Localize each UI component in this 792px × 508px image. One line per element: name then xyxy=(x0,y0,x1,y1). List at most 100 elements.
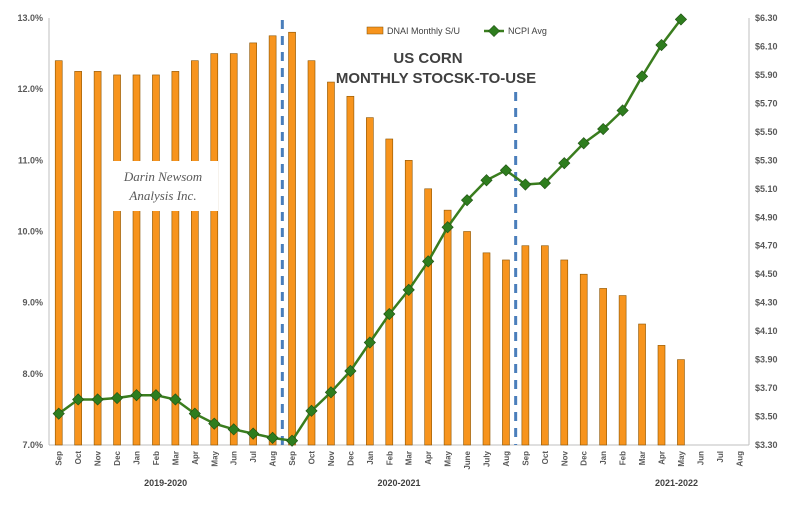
bar xyxy=(152,74,160,446)
x-tick-label: Jul xyxy=(249,451,258,463)
y-left-tick-label: 12.0% xyxy=(17,84,43,94)
ncpi-point xyxy=(110,391,124,405)
y-right-tick-label: $6.10 xyxy=(755,41,778,51)
bar xyxy=(132,74,141,446)
bar xyxy=(366,117,374,446)
ncpi-point xyxy=(52,407,65,420)
ncpi-point xyxy=(72,393,85,406)
bar xyxy=(541,245,549,446)
bar xyxy=(560,259,569,446)
bar xyxy=(482,252,491,446)
x-tick-label: Mar xyxy=(171,451,180,465)
x-tick-label: June xyxy=(463,450,472,469)
x-tick-label: Dec xyxy=(113,450,122,465)
ncpi-point xyxy=(577,137,590,150)
bar xyxy=(677,359,685,446)
ncpi-point xyxy=(558,157,571,170)
bar xyxy=(229,53,238,446)
ncpi-point xyxy=(597,122,610,136)
y-right-tick-label: $4.90 xyxy=(755,212,778,222)
x-tick-label: Apr xyxy=(191,451,200,465)
ncpi-point xyxy=(383,307,396,321)
bar xyxy=(443,209,452,446)
x-tick-label: Mar xyxy=(405,451,414,465)
ncpi-point xyxy=(130,389,143,402)
bar xyxy=(74,71,82,446)
bar xyxy=(521,245,530,446)
x-tick-label: Apr xyxy=(424,451,433,465)
bar xyxy=(307,60,316,446)
ncpi-point xyxy=(441,221,454,234)
x-tick-label: Sep xyxy=(55,451,64,466)
y-left-tick-label: 7.0% xyxy=(22,440,43,450)
ncpi-point xyxy=(266,431,279,444)
x-tick-label: May xyxy=(210,450,219,466)
y-right-tick-label: $5.90 xyxy=(755,70,778,80)
ncpi-point xyxy=(227,423,240,436)
ncpi-point xyxy=(422,255,435,268)
legend-label-line: NCPI Avg xyxy=(508,26,547,36)
x-tick-label: Oct xyxy=(308,451,317,465)
y-right-tick-label: $3.30 xyxy=(755,440,778,450)
y-left-tick-label: 9.0% xyxy=(22,298,43,308)
x-tick-label: Nov xyxy=(560,450,569,466)
x-tick-label: Jun xyxy=(230,451,239,465)
bar xyxy=(463,231,471,446)
y-right-tick-label: $5.50 xyxy=(755,127,778,137)
x-tick-label: Dec xyxy=(346,450,355,465)
ncpi-point xyxy=(402,283,415,296)
season-markers xyxy=(280,20,518,445)
x-tick-label: Mar xyxy=(638,451,647,465)
bar xyxy=(288,31,296,446)
y-right-tick-label: $5.10 xyxy=(755,184,778,194)
bar xyxy=(404,160,413,446)
ncpi-point xyxy=(538,177,551,190)
ncpi-point xyxy=(188,407,201,420)
x-tick-label: Jan xyxy=(599,451,608,465)
ncpi-point xyxy=(616,104,629,117)
season-label: 2019-2020 xyxy=(144,478,187,488)
y-right-tick-label: $4.30 xyxy=(755,298,778,308)
bar xyxy=(54,60,63,446)
x-tick-label: Jul xyxy=(716,451,725,463)
x-tick-label: Aug xyxy=(269,451,278,467)
legend: DNAI Monthly S/U NCPI Avg xyxy=(366,24,547,38)
bar xyxy=(346,95,355,446)
x-tick-label: May xyxy=(677,450,686,466)
x-tick-label: Apr xyxy=(658,451,667,465)
y-right-tick-label: $4.10 xyxy=(755,326,778,336)
ncpi-point xyxy=(363,336,376,349)
x-tick-label: Jun xyxy=(696,451,705,465)
y-left-tick-label: 13.0% xyxy=(17,13,43,23)
bar xyxy=(249,42,257,446)
legend-label-bar: DNAI Monthly S/U xyxy=(387,26,460,36)
y-right-tick-label: $3.70 xyxy=(755,383,778,393)
bar xyxy=(657,345,666,446)
ncpi-point xyxy=(247,427,260,440)
y-right-tick-label: $5.30 xyxy=(755,155,778,165)
x-tick-label: Feb xyxy=(152,451,161,465)
y-right-tick-label: $4.50 xyxy=(755,269,778,279)
bar xyxy=(268,35,277,446)
ncpi-point xyxy=(91,393,104,406)
x-tick-label: Oct xyxy=(541,451,550,465)
watermark-line-1: Darin Newsom xyxy=(123,169,202,184)
bar xyxy=(171,71,180,446)
bar xyxy=(191,60,199,446)
legend-swatch-bar xyxy=(366,26,384,35)
ncpi-point xyxy=(674,13,688,26)
ncpi-point xyxy=(305,404,318,417)
ncpi-point xyxy=(519,178,532,191)
x-tick-label: May xyxy=(444,450,453,466)
bar-series xyxy=(54,31,685,446)
x-tick-label: Aug xyxy=(502,451,511,467)
y-left-tick-label: 10.0% xyxy=(17,227,43,237)
y-right-tick-label: $3.90 xyxy=(755,355,778,365)
bar xyxy=(210,53,219,446)
ncpi-point xyxy=(344,364,357,378)
ncpi-point xyxy=(655,38,668,52)
season-label: 2021-2022 xyxy=(655,478,698,488)
x-tick-label: Aug xyxy=(735,451,744,467)
bar xyxy=(424,188,432,446)
